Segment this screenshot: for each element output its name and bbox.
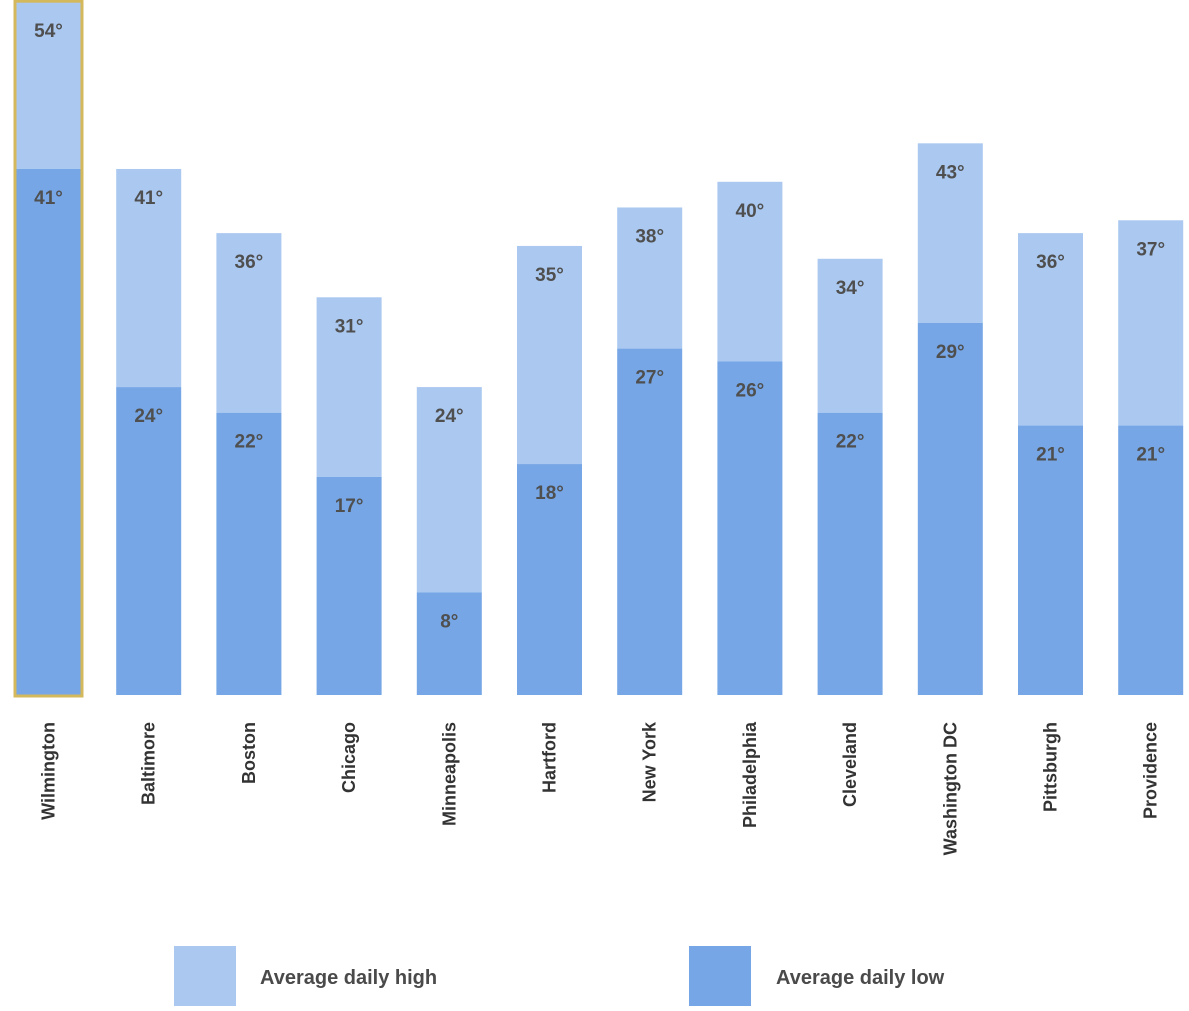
bar-high-minneapolis bbox=[416, 387, 482, 593]
bar-high-philadelphia bbox=[717, 181, 783, 362]
data-label-high-baltimore: 41° bbox=[134, 188, 163, 209]
data-label-low-hartford: 18° bbox=[535, 483, 564, 504]
x-tick-label-chicago: Chicago bbox=[339, 722, 359, 793]
data-label-low-baltimore: 24° bbox=[134, 406, 163, 427]
x-tick-label-pittsburgh: Pittsburgh bbox=[1041, 722, 1061, 812]
data-label-low-minneapolis: 8° bbox=[440, 611, 458, 632]
x-tick-label-hartford: Hartford bbox=[540, 722, 560, 793]
bar-high-cleveland bbox=[817, 258, 883, 413]
bar-high-pittsburgh bbox=[1018, 233, 1083, 426]
x-tick-label-new-york: New York bbox=[640, 721, 660, 802]
bar-low-baltimore bbox=[116, 387, 182, 695]
x-tick-label-wilmington: Wilmington bbox=[39, 722, 59, 820]
bar-low-wilmington bbox=[16, 168, 81, 696]
bar-low-new-york bbox=[617, 348, 683, 695]
data-label-high-new-york: 38° bbox=[635, 226, 664, 247]
bar-low-pittsburgh bbox=[1018, 425, 1083, 695]
bar-high-chicago bbox=[316, 297, 382, 477]
data-label-high-minneapolis: 24° bbox=[435, 406, 464, 427]
bar-low-boston bbox=[216, 412, 282, 695]
bar-high-wilmington bbox=[16, 2, 81, 169]
data-label-low-providence: 21° bbox=[1136, 445, 1165, 466]
data-label-high-cleveland: 34° bbox=[836, 278, 865, 299]
legend-label-high: Average daily high bbox=[260, 967, 437, 989]
bar-low-cleveland bbox=[817, 412, 883, 695]
data-label-low-cleveland: 22° bbox=[836, 432, 865, 453]
data-label-low-chicago: 17° bbox=[335, 496, 364, 517]
data-label-low-boston: 22° bbox=[235, 432, 264, 453]
bar-high-boston bbox=[216, 233, 282, 413]
data-label-low-pittsburgh: 21° bbox=[1036, 445, 1065, 466]
x-tick-label-minneapolis: Minneapolis bbox=[439, 722, 459, 826]
bar-low-minneapolis bbox=[416, 592, 482, 695]
data-label-high-wilmington: 54° bbox=[34, 21, 63, 42]
x-tick-label-providence: Providence bbox=[1141, 722, 1161, 819]
bar-low-chicago bbox=[316, 476, 382, 695]
x-tick-label-cleveland: Cleveland bbox=[840, 722, 860, 807]
data-label-high-washington-dc: 43° bbox=[936, 162, 965, 183]
data-label-high-pittsburgh: 36° bbox=[1036, 252, 1065, 273]
x-tick-label-baltimore: Baltimore bbox=[139, 722, 159, 805]
legend-label-low: Average daily low bbox=[776, 967, 945, 989]
data-label-high-providence: 37° bbox=[1136, 239, 1165, 260]
data-label-low-new-york: 27° bbox=[635, 368, 664, 389]
bar-high-baltimore bbox=[116, 168, 182, 388]
data-label-high-philadelphia: 40° bbox=[736, 201, 765, 222]
data-label-low-wilmington: 41° bbox=[34, 188, 63, 209]
bar-high-providence bbox=[1118, 220, 1184, 426]
highlight-outline-wilmington bbox=[13, 0, 84, 698]
data-label-high-hartford: 35° bbox=[535, 265, 564, 286]
bar-low-washington-dc bbox=[917, 322, 983, 695]
data-label-low-philadelphia: 26° bbox=[736, 380, 765, 401]
data-label-high-boston: 36° bbox=[235, 252, 264, 273]
x-tick-label-boston: Boston bbox=[239, 722, 259, 784]
bar-high-washington-dc bbox=[917, 143, 983, 323]
bar-low-hartford bbox=[517, 464, 582, 695]
x-tick-label-washington-dc: Washington DC bbox=[940, 722, 960, 855]
legend-swatch-high bbox=[174, 946, 236, 1006]
bar-low-providence bbox=[1118, 425, 1184, 695]
data-label-high-chicago: 31° bbox=[335, 316, 364, 337]
bar-high-hartford bbox=[517, 245, 582, 465]
bar-high-new-york bbox=[617, 207, 683, 349]
data-label-low-washington-dc: 29° bbox=[936, 342, 965, 363]
x-tick-label-philadelphia: Philadelphia bbox=[740, 721, 760, 828]
legend-swatch-low bbox=[689, 946, 751, 1006]
bar-low-philadelphia bbox=[717, 361, 783, 695]
